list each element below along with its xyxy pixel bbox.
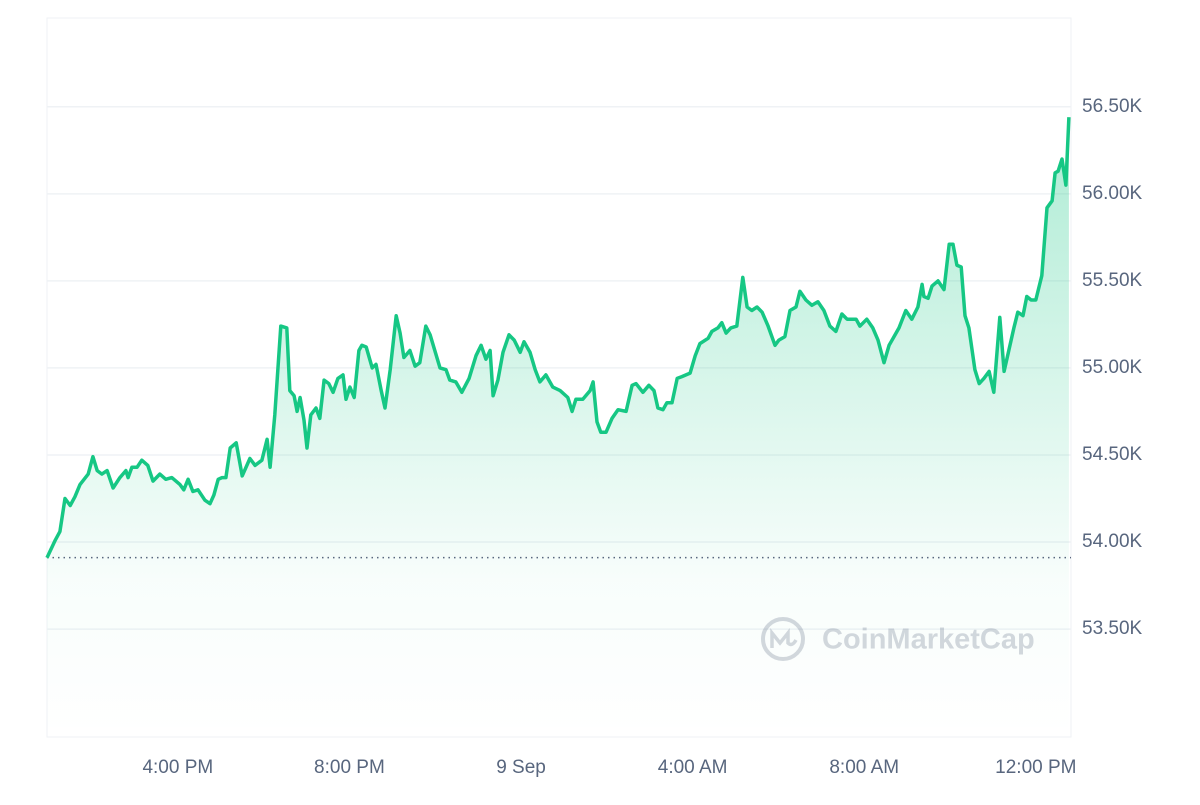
x-tick-label: 12:00 PM [995,757,1076,778]
y-tick-label: 55.00K [1082,357,1143,378]
plot: 53.50K 54.00K 54.50K 55.00K 55.50K 56.00K 56.5… [45,17,1143,778]
x-tick-label: 4:00 PM [142,757,213,778]
price-line [45,117,1071,559]
x-tick-label: 4:00 AM [658,757,728,778]
x-tick-label: 9 Sep [496,757,546,778]
y-tick-label: 54.00K [1082,531,1143,552]
y-tick-label: 56.00K [1082,183,1143,204]
y-tick-label: 54.50K [1082,444,1143,465]
area [47,117,1069,737]
y-tick-label: 56.50K [1082,96,1143,117]
x-tick-label: 8:00 AM [829,757,899,778]
watermark: CoinMarketCap [822,624,1035,656]
x-tick-label: 8:00 PM [314,757,385,778]
y-tick-label: 55.50K [1082,270,1143,291]
y-tick-label: 53.50K [1082,618,1143,639]
watermark-logo [761,617,805,661]
